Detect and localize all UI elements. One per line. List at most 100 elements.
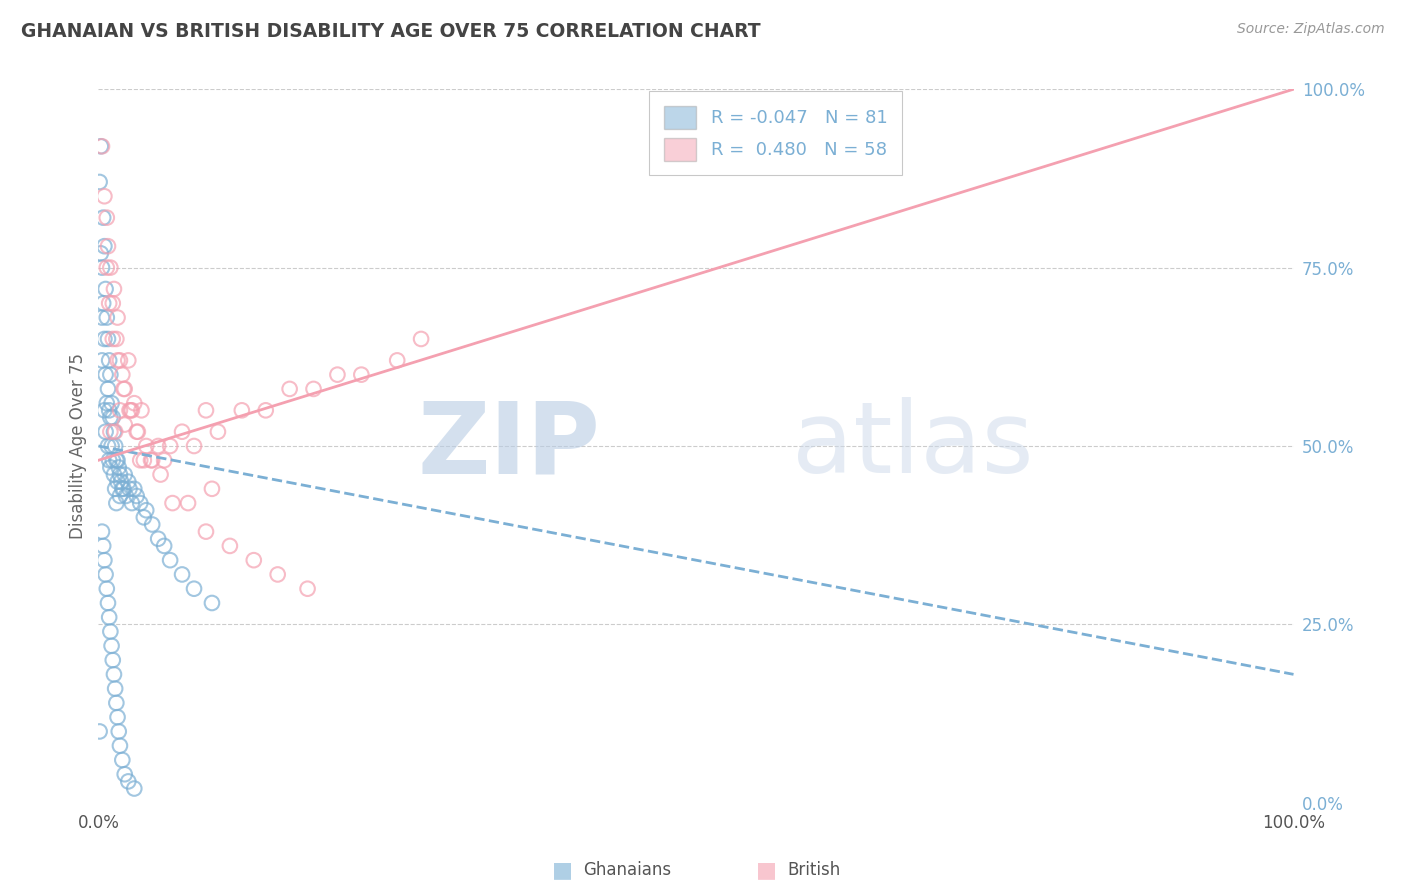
Text: ZIP: ZIP: [418, 398, 600, 494]
Point: [302, 382, 325, 396]
Point: [91, 353, 114, 368]
Point: [110, 475, 132, 489]
Point: [98, 610, 121, 624]
Point: [91, 211, 114, 225]
Text: atlas: atlas: [792, 398, 1033, 494]
Point: [183, 582, 205, 596]
Point: [93, 189, 115, 203]
Point: [93, 553, 115, 567]
Point: [107, 453, 129, 467]
Point: [326, 368, 349, 382]
Point: [103, 425, 125, 439]
Point: [89, 724, 111, 739]
Point: [101, 453, 124, 467]
Point: [139, 453, 162, 467]
Point: [91, 539, 114, 553]
Point: [114, 382, 136, 396]
Point: [103, 467, 125, 482]
Point: [148, 532, 170, 546]
Point: [254, 403, 277, 417]
Point: [141, 517, 163, 532]
Text: GHANAIAN VS BRITISH DISABILITY AGE OVER 75 CORRELATION CHART: GHANAIAN VS BRITISH DISABILITY AGE OVER …: [21, 22, 761, 41]
Point: [101, 653, 124, 667]
Point: [97, 596, 120, 610]
Point: [90, 246, 112, 260]
Point: [94, 567, 117, 582]
Point: [96, 396, 118, 410]
Point: [219, 539, 242, 553]
Point: [135, 439, 157, 453]
Point: [114, 467, 136, 482]
Point: [98, 460, 122, 475]
Point: [124, 482, 146, 496]
Point: [105, 696, 128, 710]
Point: [97, 239, 120, 253]
Point: [124, 781, 146, 796]
Point: [98, 368, 122, 382]
Point: [385, 353, 409, 368]
Point: [104, 681, 127, 696]
Point: [172, 567, 194, 582]
Point: [98, 453, 121, 467]
Point: [159, 553, 181, 567]
Point: [267, 567, 290, 582]
Point: [94, 282, 117, 296]
Point: [162, 496, 184, 510]
Point: [129, 496, 152, 510]
Point: [124, 396, 146, 410]
Point: [129, 453, 152, 467]
Point: [108, 739, 131, 753]
Point: [91, 260, 114, 275]
Point: [94, 368, 117, 382]
Point: [108, 403, 131, 417]
Point: [172, 425, 194, 439]
Point: [98, 403, 121, 417]
Point: [117, 353, 139, 368]
Y-axis label: Disability Age Over 75: Disability Age Over 75: [69, 353, 87, 539]
Point: [94, 425, 117, 439]
Point: [114, 417, 136, 432]
Point: [117, 475, 139, 489]
Point: [112, 382, 135, 396]
Point: [107, 475, 129, 489]
Point: [107, 310, 129, 325]
Point: [100, 639, 122, 653]
Point: [108, 467, 131, 482]
Point: [111, 753, 134, 767]
Point: [107, 353, 129, 368]
Point: [108, 489, 131, 503]
Point: [153, 453, 176, 467]
Point: [105, 332, 128, 346]
Point: [98, 624, 122, 639]
Point: [96, 310, 118, 325]
Point: [132, 453, 155, 467]
Point: [411, 332, 433, 346]
Point: [111, 368, 134, 382]
Point: [98, 296, 121, 310]
Text: ■: ■: [756, 860, 776, 880]
Point: [153, 539, 176, 553]
Point: [89, 175, 111, 189]
Point: [104, 425, 127, 439]
Point: [135, 503, 157, 517]
Point: [98, 425, 122, 439]
Point: [103, 667, 125, 681]
Point: [297, 582, 319, 596]
Point: [141, 453, 163, 467]
Point: [201, 482, 224, 496]
Point: [101, 410, 124, 425]
Text: Ghanaians: Ghanaians: [583, 861, 672, 879]
Point: [97, 439, 120, 453]
Point: [131, 403, 153, 417]
Point: [148, 439, 170, 453]
Text: ■: ■: [553, 860, 572, 880]
Point: [93, 332, 115, 346]
Point: [107, 724, 129, 739]
Point: [115, 489, 138, 503]
Point: [105, 496, 128, 510]
Point: [278, 382, 301, 396]
Point: [103, 282, 125, 296]
Point: [96, 260, 118, 275]
Point: [104, 482, 127, 496]
Point: [98, 260, 122, 275]
